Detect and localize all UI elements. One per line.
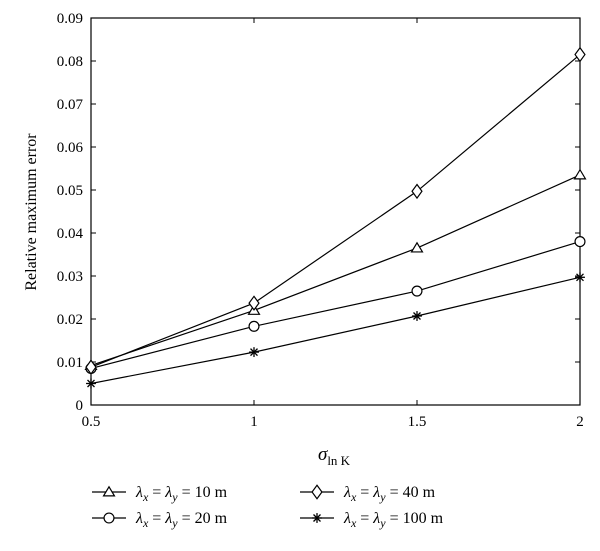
legend: λx = λy = 10 m λx = λy = 40 m λx = λy = 20… [92, 484, 444, 530]
legend-item-triangle: λx = λy = 10 m [92, 484, 228, 504]
data-point-triangle [573, 168, 587, 180]
x-axis-title-subscript: ln K [327, 453, 350, 468]
series-layer [84, 46, 587, 389]
y-axis-ticks: 0 0.01 0.02 0.03 0.04 0.05 0.06 0.07 0.08 0.09 [57, 11, 580, 414]
legend-item-star: λx = λy = 100 m [300, 510, 444, 530]
series-line [90, 54, 581, 368]
y-tick-label: 0.04 [57, 226, 84, 242]
series-line [90, 276, 581, 385]
x-tick-label: 1 [250, 414, 258, 430]
legend-label: λx = λy = 40 m [343, 484, 436, 504]
data-point-diamond [85, 359, 97, 375]
y-tick-label: 0.02 [57, 312, 83, 328]
series-star [86, 272, 585, 389]
legend-marker-star [312, 513, 322, 523]
legend-label: λx = λy = 10 m [135, 484, 228, 504]
y-tick-label: 0.06 [57, 140, 84, 156]
legend-marker-diamond [311, 484, 323, 500]
legend-item-diamond: λx = λy = 40 m [300, 484, 436, 504]
data-point-circle [248, 320, 260, 332]
y-tick-label: 0.03 [57, 269, 83, 285]
x-axis-ticks: 0.5 1 1.5 2 [82, 18, 584, 430]
y-tick-label: 0.05 [57, 183, 83, 199]
data-point-diamond [248, 295, 260, 311]
y-tick-label: 0 [76, 398, 84, 414]
data-point-star [575, 272, 585, 283]
legend-marker-circle [103, 512, 115, 524]
x-axis-title: σln K [318, 444, 351, 468]
y-axis-title: Relative maximum error [23, 133, 40, 291]
x-tick-label: 0.5 [82, 414, 101, 430]
y-tick-label: 0.08 [57, 54, 83, 70]
legend-label: λx = λy = 20 m [135, 510, 228, 530]
series-line [90, 241, 581, 370]
series-line [90, 174, 581, 367]
x-tick-label: 1.5 [408, 414, 427, 430]
data-point-star [86, 378, 96, 389]
y-tick-label: 0.09 [57, 11, 83, 27]
y-tick-label: 0.01 [57, 355, 83, 371]
data-point-circle [411, 285, 423, 297]
legend-item-circle: λx = λy = 20 m [92, 510, 228, 530]
legend-label: λx = λy = 100 m [343, 510, 444, 530]
data-point-star [412, 311, 422, 321]
data-point-diamond [574, 46, 586, 63]
data-point-star [249, 347, 259, 358]
legend-marker-triangle [102, 485, 116, 497]
data-point-circle [574, 236, 586, 248]
data-point-diamond [411, 183, 423, 200]
x-axis-title-symbol: σ [318, 444, 328, 465]
series-diamond [85, 46, 586, 375]
data-point-triangle [410, 241, 424, 253]
series-circle [85, 236, 586, 374]
plot-frame [90, 17, 581, 406]
x-tick-label: 2 [576, 414, 584, 430]
y-tick-label: 0.07 [57, 97, 84, 113]
